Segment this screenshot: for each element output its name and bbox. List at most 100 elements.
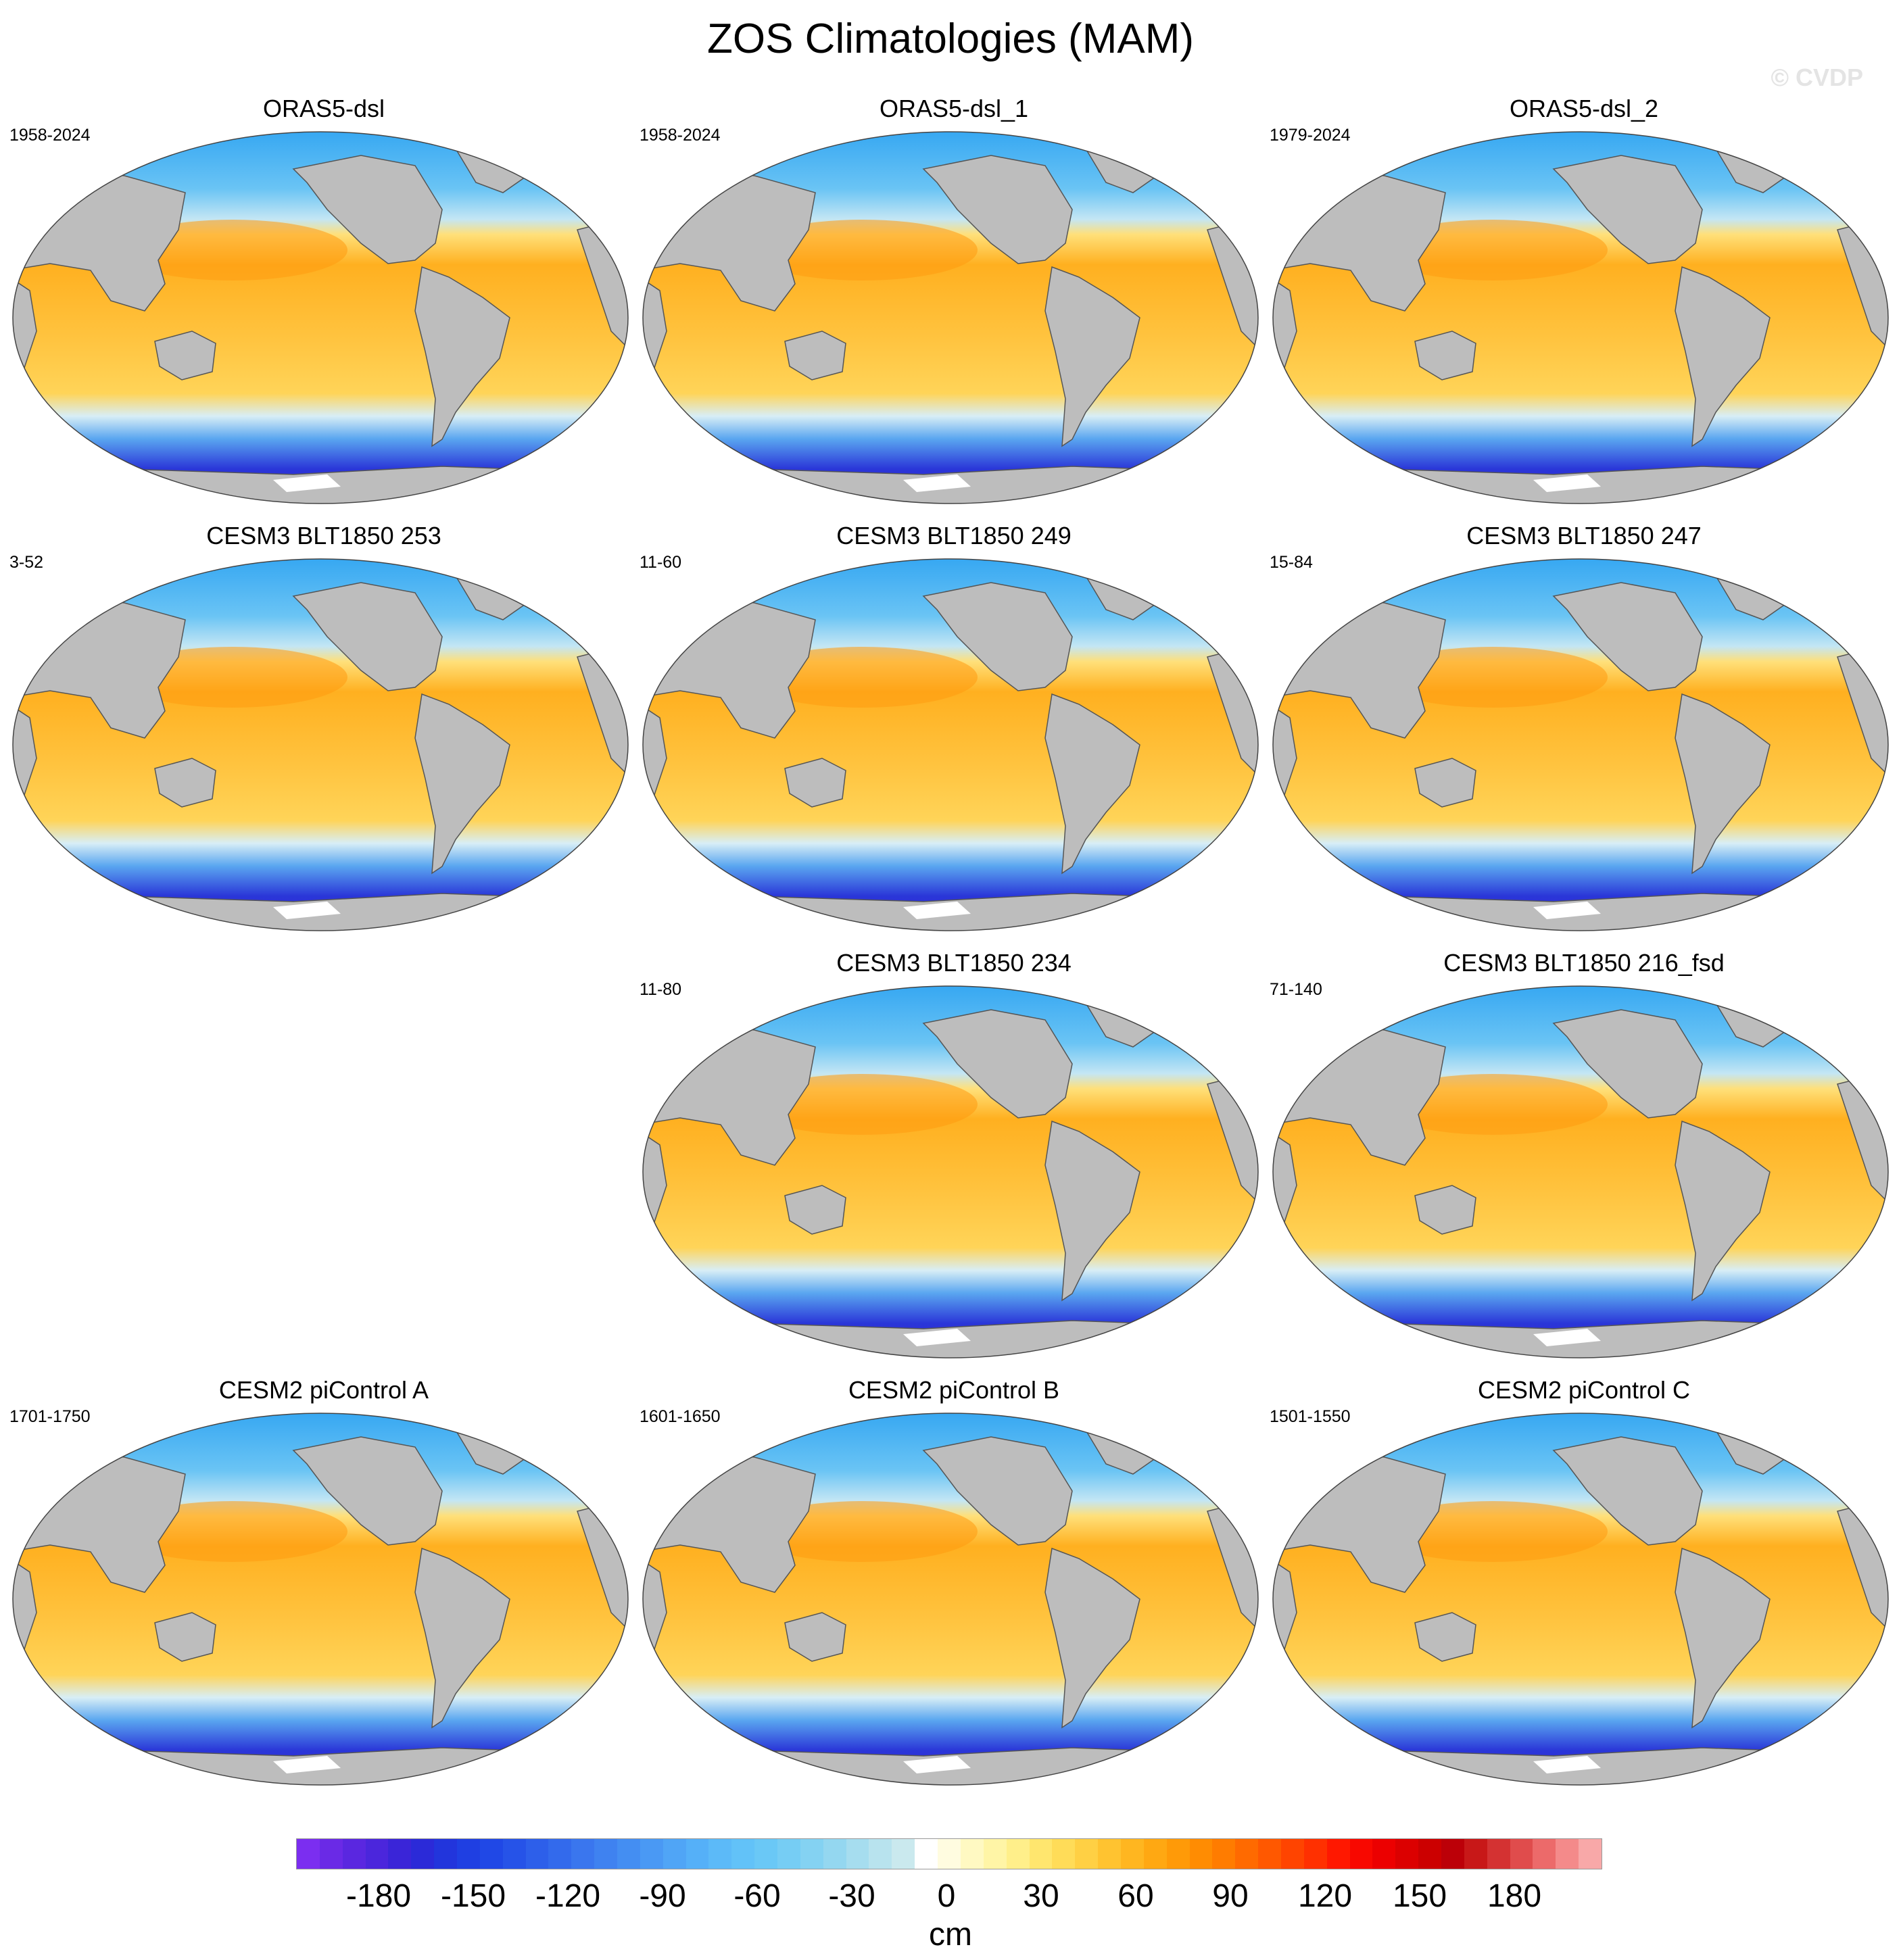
colorbar-tick-label: 120 <box>1297 1878 1353 1914</box>
colorbar-box <box>731 1839 755 1869</box>
colorbar-box <box>365 1839 389 1869</box>
south-america-landmass <box>1675 1120 1771 1302</box>
ice-shelf <box>903 474 971 492</box>
map-outline <box>1272 558 1889 931</box>
ice-shelf <box>273 1756 341 1773</box>
south-america-landmass <box>414 1547 510 1729</box>
north-america-landmass <box>1552 155 1703 264</box>
colorbar-tick-label: 90 <box>1212 1878 1249 1914</box>
panel-title: ORAS5-dsl_2 <box>1509 95 1659 122</box>
australia-landmass <box>154 758 216 808</box>
south-america-landmass <box>1044 266 1140 447</box>
colorbar-box <box>571 1839 595 1869</box>
colorbar-box <box>640 1839 663 1869</box>
australia-landmass <box>154 330 216 381</box>
australia-landmass <box>784 1612 846 1662</box>
colorbar-box <box>1464 1839 1487 1869</box>
colorbar-box <box>1075 1839 1099 1869</box>
panel-title: CESM2 piControl A <box>218 1376 429 1404</box>
colorbar-tick-label: -120 <box>535 1878 601 1914</box>
map-outline <box>1272 1413 1889 1786</box>
panel-years: 1701-1750 <box>9 1407 91 1426</box>
south-america-landmass <box>1044 693 1140 875</box>
map-outline <box>642 1413 1259 1786</box>
colorbar-box <box>502 1839 526 1869</box>
colorbar-box <box>708 1839 732 1869</box>
colorbar-box <box>1533 1839 1556 1869</box>
south-america-landmass <box>1044 1120 1140 1302</box>
colorbar-box <box>1303 1839 1327 1869</box>
colorbar-box <box>1510 1839 1533 1869</box>
north-america-landmass <box>922 582 1073 691</box>
panel-title: ORAS5-dsl_1 <box>879 95 1029 122</box>
colorbar-box <box>1395 1839 1419 1869</box>
map-outline <box>1272 131 1889 504</box>
panel-years: 11-60 <box>640 553 682 572</box>
colorbar-box <box>1166 1839 1190 1869</box>
panel-years: 1501-1550 <box>1270 1407 1351 1426</box>
australia-landmass <box>784 1185 846 1235</box>
colorbar-box <box>594 1839 618 1869</box>
colorbar-box <box>1258 1839 1281 1869</box>
colorbar-box <box>1235 1839 1259 1869</box>
north-america-landmass <box>292 1436 443 1546</box>
ice-shelf <box>1533 474 1601 492</box>
ice-shelf <box>903 1329 971 1346</box>
south-america-landmass <box>1675 693 1771 875</box>
north-america-landmass <box>292 582 443 691</box>
colorbar-box <box>754 1839 778 1869</box>
colorbar-box <box>777 1839 800 1869</box>
colorbar-box <box>411 1839 435 1869</box>
panel-title: ORAS5-dsl <box>262 95 385 122</box>
north-america-landmass <box>1552 1436 1703 1546</box>
colorbar-box <box>434 1839 458 1869</box>
north-america-landmass <box>1552 582 1703 691</box>
colorbar-box <box>1189 1839 1213 1869</box>
ice-shelf <box>1533 1756 1601 1773</box>
colorbar-tick-label: -90 <box>639 1878 686 1914</box>
watermark: © CVDP <box>1771 64 1863 91</box>
colorbar <box>296 1838 1602 1869</box>
map-panel: ORAS5-dsl 1958-2024 <box>9 95 638 520</box>
colorbar-ticks: -180 -150 -120 -90 -60 -30 0 30 60 90 120 150 180 <box>0 1878 1901 1918</box>
colorbar-box <box>1579 1839 1602 1869</box>
map-panel: CESM3 BLT1850 249 11-60 <box>640 522 1268 948</box>
australia-landmass <box>1414 1612 1476 1662</box>
colorbar-box <box>1441 1839 1464 1869</box>
panel-years: 3-52 <box>9 553 44 572</box>
ice-shelf <box>273 474 341 492</box>
colorbar-box <box>479 1839 503 1869</box>
map-panel: CESM2 piControl B 1601-1650 <box>640 1376 1268 1802</box>
panel-years: 11-80 <box>640 980 682 999</box>
colorbar-box <box>960 1839 984 1869</box>
australia-landmass <box>784 330 846 381</box>
map-outline <box>12 1413 629 1786</box>
colorbar-box <box>1098 1839 1121 1869</box>
panel-years: 1601-1650 <box>640 1407 721 1426</box>
colorbar-box <box>1372 1839 1396 1869</box>
ice-shelf <box>1533 902 1601 919</box>
panel-title: CESM2 piControl C <box>1477 1376 1691 1404</box>
map-panel: ORAS5-dsl_1 1958-2024 <box>640 95 1268 520</box>
colorbar-box <box>892 1839 915 1869</box>
colorbar-box <box>823 1839 846 1869</box>
colorbar-box <box>1418 1839 1441 1869</box>
colorbar-box <box>915 1839 938 1869</box>
south-america-landmass <box>414 693 510 875</box>
colorbar-box <box>319 1839 343 1869</box>
panel-title: CESM3 BLT1850 253 <box>206 522 441 549</box>
australia-landmass <box>1414 758 1476 808</box>
colorbar-box <box>800 1839 823 1869</box>
colorbar-units: cm <box>929 1917 972 1953</box>
colorbar-tick-label: -180 <box>345 1878 412 1914</box>
colorbar-box <box>663 1839 686 1869</box>
map-outline <box>12 131 629 504</box>
colorbar-box <box>1120 1839 1144 1869</box>
colorbar-box <box>525 1839 549 1869</box>
panel-title: CESM3 BLT1850 247 <box>1466 522 1702 549</box>
panel-title: CESM3 BLT1850 249 <box>836 522 1072 549</box>
colorbar-tick-label: -150 <box>440 1878 506 1914</box>
panel-title: CESM3 BLT1850 234 <box>836 949 1072 977</box>
colorbar-box <box>1349 1839 1373 1869</box>
north-america-landmass <box>292 155 443 264</box>
